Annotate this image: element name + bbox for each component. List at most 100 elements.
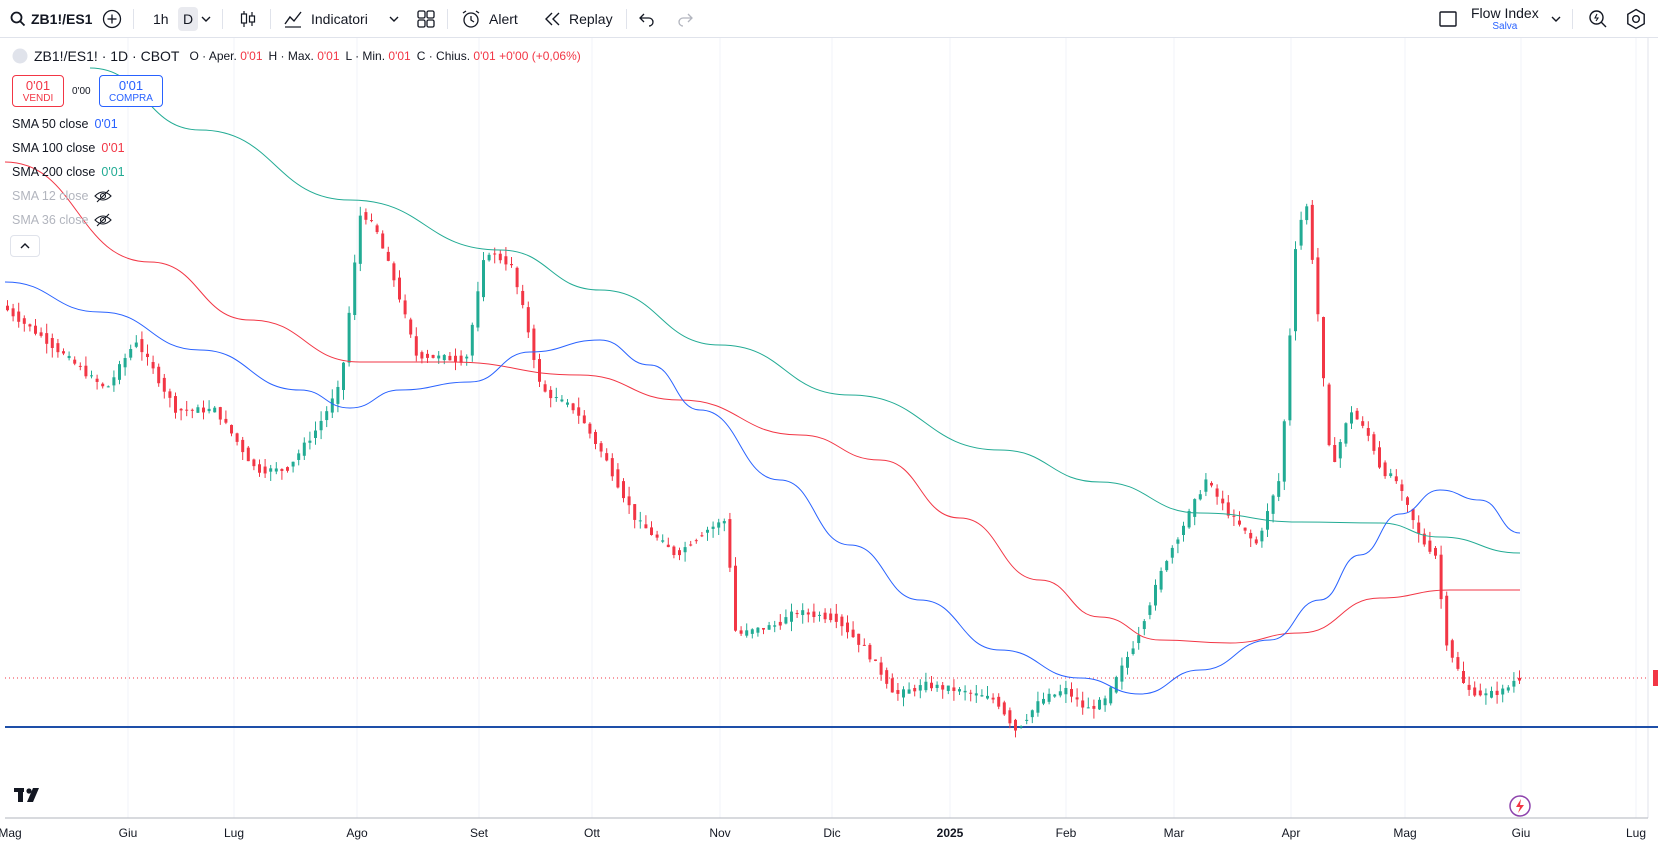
candle-body bbox=[202, 407, 205, 413]
time-axis-label: Set bbox=[469, 826, 489, 840]
candle-body bbox=[1361, 421, 1365, 426]
candle-body bbox=[526, 307, 530, 333]
candle-body bbox=[241, 439, 245, 453]
tradingview-logo-icon[interactable] bbox=[14, 786, 46, 804]
undo-button[interactable] bbox=[638, 0, 656, 38]
candle-body bbox=[375, 225, 379, 233]
candle-body bbox=[1014, 719, 1017, 731]
candle-body bbox=[935, 684, 939, 689]
candle-body bbox=[778, 621, 782, 626]
candle-body bbox=[980, 695, 984, 697]
indicator-sma-100[interactable]: SMA 100 close 0'01 bbox=[12, 141, 125, 155]
candle-body bbox=[846, 622, 849, 633]
last-price-marker bbox=[1653, 670, 1658, 686]
candle-body bbox=[398, 277, 401, 300]
candle-body bbox=[95, 378, 99, 382]
indicators-button[interactable]: Indicatori bbox=[283, 0, 368, 38]
candle-body bbox=[1053, 694, 1057, 697]
indicators-dropdown[interactable] bbox=[388, 0, 400, 38]
candle-body bbox=[1159, 570, 1163, 590]
candle-body bbox=[924, 681, 928, 691]
indicator-sma-200[interactable]: SMA 200 close 0'01 bbox=[12, 165, 125, 179]
candle-body bbox=[414, 336, 418, 356]
layout-name-button[interactable]: Flow Index Salva bbox=[1471, 0, 1539, 38]
candle-body bbox=[1299, 219, 1303, 246]
candle-body bbox=[683, 547, 687, 553]
flash-icon[interactable] bbox=[1508, 794, 1532, 818]
candle-body bbox=[470, 324, 474, 356]
candle-body bbox=[1344, 423, 1348, 444]
candle-body bbox=[403, 300, 407, 315]
candle-body bbox=[302, 442, 306, 456]
candle-body bbox=[28, 324, 32, 327]
candle-body bbox=[1210, 482, 1213, 486]
layout-select-checkbox[interactable] bbox=[1438, 0, 1458, 38]
candle-body bbox=[1086, 707, 1090, 709]
time-axis-label: Feb bbox=[1055, 826, 1077, 840]
candle-body bbox=[986, 695, 989, 699]
candle-body bbox=[1193, 499, 1197, 517]
candle-body bbox=[750, 629, 754, 634]
candle-body bbox=[599, 443, 603, 452]
candle-body bbox=[627, 496, 631, 506]
interval-d-label: D bbox=[178, 7, 199, 31]
sell-button[interactable]: 0'01 VENDI bbox=[12, 75, 64, 107]
candle-body bbox=[151, 362, 155, 369]
sma-50-line bbox=[4, 281, 1521, 695]
redo-button[interactable] bbox=[676, 0, 694, 38]
quick-search-button[interactable] bbox=[1588, 0, 1608, 38]
candle-body bbox=[162, 377, 166, 392]
time-axis-label: 2025 bbox=[936, 826, 964, 840]
alert-button[interactable]: Alert bbox=[461, 0, 518, 38]
candle-body bbox=[834, 613, 838, 622]
candle-body bbox=[1288, 335, 1292, 421]
symbol-search-button[interactable]: ZB1!/ES1 bbox=[10, 0, 92, 38]
candle-body bbox=[459, 355, 463, 363]
candle-body bbox=[39, 332, 43, 336]
candle-body bbox=[1148, 605, 1152, 615]
candle-body bbox=[1316, 257, 1320, 315]
replay-button[interactable]: Replay bbox=[543, 0, 613, 38]
candle-body bbox=[258, 464, 261, 473]
indicator-value: 0'01 bbox=[101, 165, 125, 179]
candle-body bbox=[1456, 657, 1460, 669]
indicator-sma-36[interactable]: SMA 36 close bbox=[12, 213, 113, 227]
time-axis-label: Giu bbox=[118, 826, 138, 840]
interval-1h-button[interactable]: 1h bbox=[153, 0, 169, 38]
candle-body bbox=[174, 396, 177, 413]
eye-crossed-icon[interactable] bbox=[94, 189, 113, 203]
candle-body bbox=[532, 328, 536, 360]
chart-type-button[interactable] bbox=[238, 0, 258, 38]
layout-dropdown[interactable] bbox=[1550, 0, 1562, 38]
collapse-legend-button[interactable] bbox=[10, 235, 40, 257]
toolbar-divider bbox=[626, 9, 627, 29]
candle-body bbox=[767, 625, 771, 630]
candle-body bbox=[67, 355, 71, 359]
candle-body bbox=[364, 212, 368, 220]
eye-crossed-icon[interactable] bbox=[94, 213, 113, 227]
templates-button[interactable] bbox=[416, 0, 436, 38]
indicator-sma-50[interactable]: SMA 50 close 0'01 bbox=[12, 117, 118, 131]
interval-dropdown[interactable] bbox=[200, 0, 212, 38]
candle-body bbox=[1462, 671, 1465, 683]
candle-body bbox=[1126, 657, 1129, 668]
indicator-label: SMA 100 close bbox=[12, 141, 96, 155]
buy-label: COMPRA bbox=[109, 93, 153, 104]
interval-d-button[interactable]: D bbox=[178, 0, 199, 38]
compare-symbol-button[interactable] bbox=[102, 0, 122, 38]
candle-body bbox=[1271, 495, 1275, 514]
candle-body bbox=[700, 535, 704, 537]
buy-button[interactable]: 0'01 COMPRA bbox=[99, 75, 163, 107]
chart-legend: ZB1!/ES1! · 1D · CBOT O · Aper. 0'01 H ·… bbox=[12, 48, 581, 64]
replay-label: Replay bbox=[569, 11, 613, 27]
indicator-sma-12[interactable]: SMA 12 close bbox=[12, 189, 113, 203]
indicator-label: SMA 36 close bbox=[12, 213, 89, 227]
candle-body bbox=[235, 433, 239, 442]
chart-grid bbox=[127, 38, 1637, 818]
candle-body bbox=[386, 251, 390, 261]
candle-body bbox=[1008, 710, 1012, 724]
settings-button[interactable] bbox=[1625, 0, 1647, 38]
candle-body bbox=[812, 611, 816, 618]
candle-body bbox=[717, 522, 721, 528]
